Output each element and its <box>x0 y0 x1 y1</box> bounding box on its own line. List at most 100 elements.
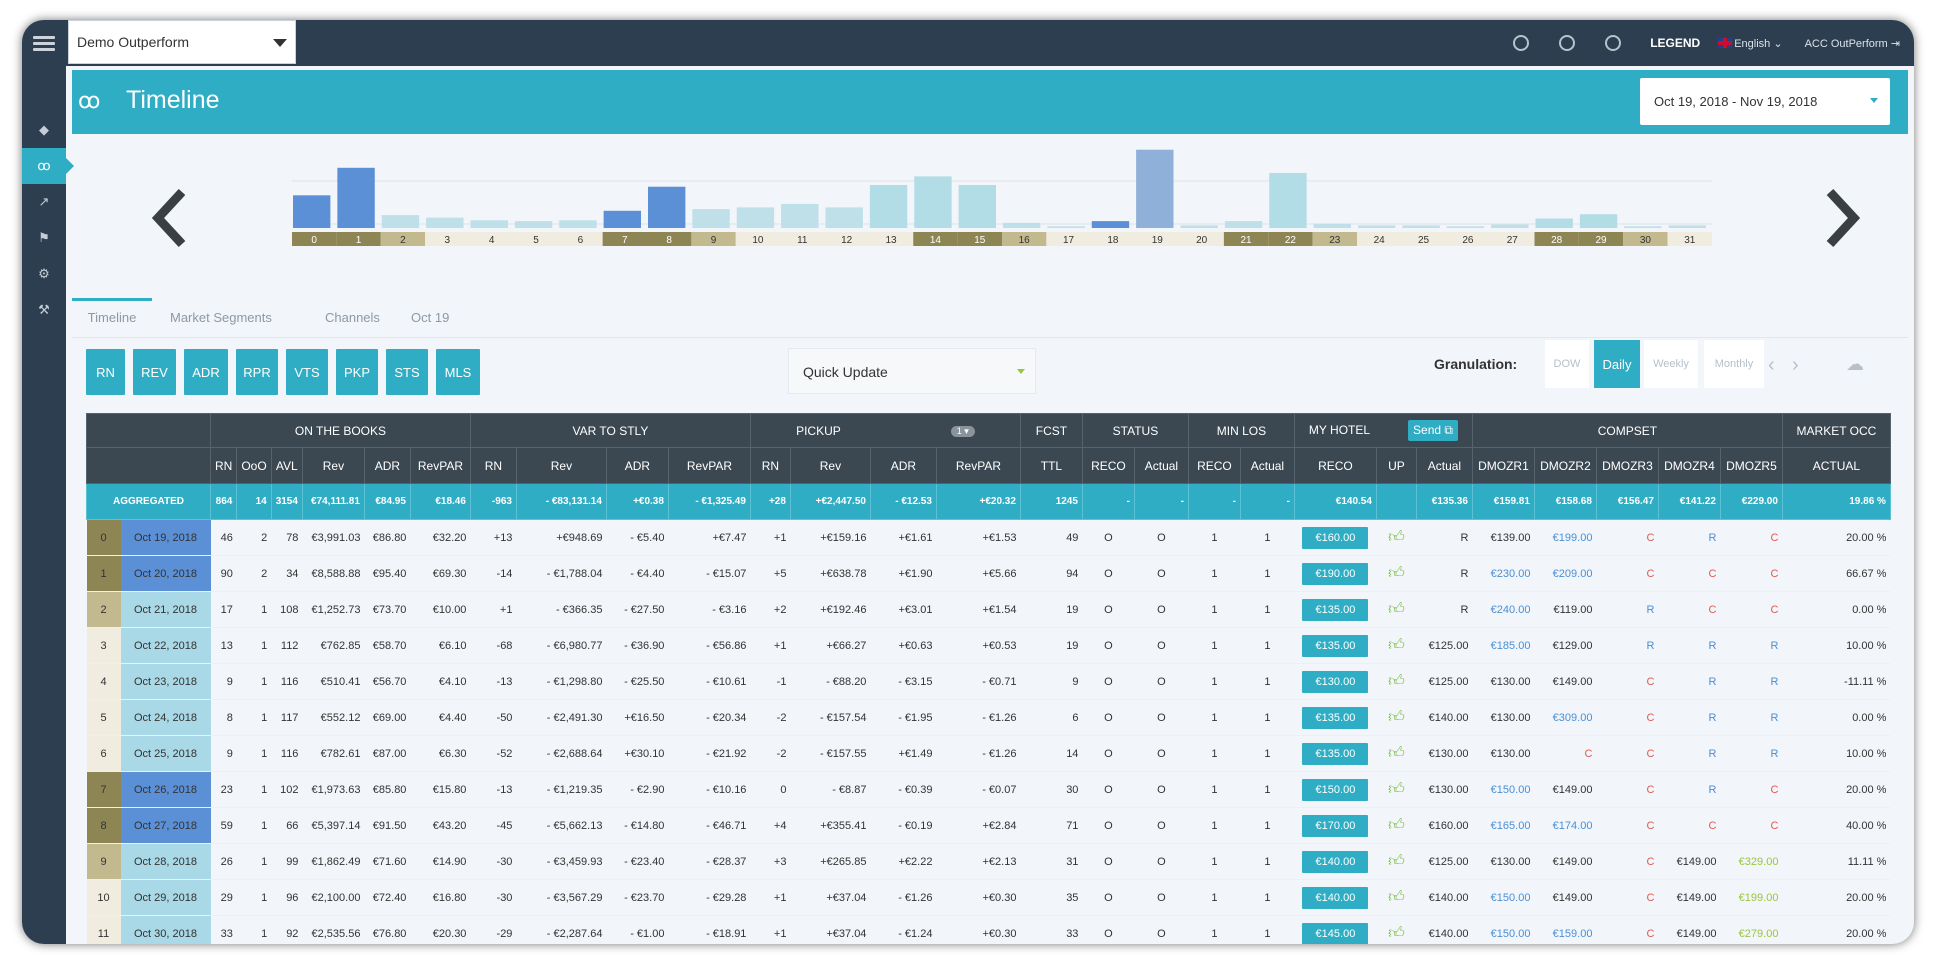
reco-price-button[interactable]: €190.00 <box>1302 562 1369 585</box>
chart-bar[interactable] <box>337 167 375 228</box>
tab-timeline[interactable]: Timeline <box>72 298 152 325</box>
col-header[interactable]: AVL <box>270 447 303 484</box>
account-menu[interactable]: ACC OutPerform ⇥ <box>1804 37 1900 50</box>
language-select[interactable]: English ⌄ <box>1718 37 1783 50</box>
chart-bar[interactable] <box>514 221 553 228</box>
tab-channels[interactable]: Channels <box>325 310 380 325</box>
sidebar-item-timeline[interactable]: ꝏ <box>22 148 74 184</box>
chart-bar[interactable] <box>1224 221 1263 228</box>
thumbs-up-icon[interactable]: 👍︎ <box>1388 709 1405 726</box>
chart-bar[interactable] <box>381 215 420 228</box>
col-header[interactable]: ADR <box>363 447 411 484</box>
table-row[interactable]: 1 Oct 20, 2018 90 2 34 €8,588.88 €95.40 €69.30-… <box>86 555 1891 592</box>
table-row[interactable]: 4 Oct 23, 2018 9 1 116 €510.41 €56.70 €4.10 -13-… <box>86 663 1891 700</box>
reco-price-button[interactable]: €135.00 <box>1302 598 1369 621</box>
chart-bar[interactable] <box>1003 222 1041 228</box>
chart-bar[interactable] <box>1624 226 1662 228</box>
sidebar-item-trends[interactable]: ↗ <box>22 184 66 220</box>
settings-icon[interactable] <box>1513 35 1530 51</box>
chart-bar[interactable] <box>1579 214 1618 228</box>
col-header[interactable]: ACTUAL <box>1781 447 1891 484</box>
thumbs-up-icon[interactable]: 👍︎ <box>1388 817 1405 834</box>
table-row[interactable]: 8 Oct 27, 2018 59 1 66 €5,397.14 €91.50 €43.20-… <box>86 807 1891 844</box>
col-header[interactable]: RECO <box>1187 447 1241 484</box>
reco-price-button[interactable]: €150.00 <box>1302 778 1369 801</box>
granulation-dow-button[interactable]: DOW <box>1545 340 1589 388</box>
chart-bar[interactable] <box>1136 149 1174 228</box>
col-header[interactable]: Actual <box>1239 447 1295 484</box>
row-date[interactable]: Oct 21, 2018 <box>120 591 211 628</box>
metric-vts-button[interactable]: VTS <box>286 349 328 395</box>
sidebar-item-tools[interactable]: ⚒ <box>22 292 66 328</box>
hotel-select[interactable]: Demo Outperform <box>68 20 296 64</box>
chart-bar[interactable] <box>648 186 686 228</box>
col-header[interactable]: DMOZR3 <box>1595 447 1659 484</box>
reco-price-button[interactable]: €140.00 <box>1302 886 1369 909</box>
table-row[interactable]: 10 Oct 29, 2018 29 1 96 €2,100.00 €72.40 €16.80… <box>86 879 1891 916</box>
chart-next-button[interactable] <box>1822 188 1862 248</box>
table-row[interactable]: 9 Oct 28, 2018 26 1 99 €1,862.49 €71.60 €14.90-… <box>86 843 1891 880</box>
row-date[interactable]: Oct 25, 2018 <box>120 735 211 772</box>
chart-bar[interactable] <box>1402 225 1440 228</box>
notification-icon[interactable] <box>1559 35 1576 51</box>
chart-bar[interactable] <box>1313 223 1351 228</box>
col-header[interactable]: RevPAR <box>409 447 471 484</box>
download-cloud-icon[interactable]: ☁ <box>1846 354 1864 374</box>
chart-bar[interactable] <box>1491 224 1529 228</box>
metric-pkp-button[interactable]: PKP <box>336 349 378 395</box>
col-header[interactable]: RECO <box>1293 447 1377 484</box>
reco-price-button[interactable]: €170.00 <box>1302 814 1369 837</box>
chart-prev-button[interactable] <box>150 188 190 248</box>
granulation-weekly-button[interactable]: Weekly <box>1644 340 1698 388</box>
row-date[interactable]: Oct 28, 2018 <box>120 843 211 880</box>
date-range-picker[interactable]: Oct 19, 2018 - Nov 19, 2018 <box>1640 78 1890 125</box>
table-row[interactable]: 7 Oct 26, 2018 23 1 102 €1,973.63 €85.80 €15.80… <box>86 771 1891 808</box>
table-row[interactable]: 0 Oct 19, 2018 46 2 78 €3,991.03 €86.80 €32.20 +… <box>86 519 1891 556</box>
col-header[interactable]: UP <box>1375 447 1417 484</box>
col-header[interactable]: RN <box>749 447 791 484</box>
col-header[interactable]: DMOZR5 <box>1719 447 1783 484</box>
col-header[interactable]: RevPAR <box>935 447 1021 484</box>
row-date[interactable]: Oct 30, 2018 <box>120 915 211 944</box>
metric-rpr-button[interactable]: RPR <box>236 349 278 395</box>
table-row[interactable]: 6 Oct 25, 2018 9 1 116 €782.61 €87.00 €6.30 -52-… <box>86 735 1891 772</box>
reco-price-button[interactable]: €160.00 <box>1302 526 1369 549</box>
col-header[interactable]: Rev <box>301 447 365 484</box>
row-date[interactable]: Oct 19, 2018 <box>120 519 211 556</box>
chart-bar[interactable] <box>1180 225 1218 228</box>
chart-bar[interactable] <box>293 195 331 228</box>
reco-price-button[interactable]: €140.00 <box>1302 850 1369 873</box>
chart-bar[interactable] <box>825 207 863 228</box>
thumbs-up-icon[interactable]: 👍︎ <box>1388 925 1405 942</box>
metric-sts-button[interactable]: STS <box>386 349 428 395</box>
col-header[interactable]: RECO <box>1081 447 1135 484</box>
chart-bar[interactable] <box>736 207 775 228</box>
col-header[interactable]: Rev <box>515 447 607 484</box>
thumbs-up-icon[interactable]: 👍︎ <box>1388 745 1405 762</box>
thumbs-up-icon[interactable]: 👍︎ <box>1388 637 1405 654</box>
menu-icon[interactable] <box>22 20 66 66</box>
table-row[interactable]: 2 Oct 21, 2018 17 1 108 €1,252.73 €73.70 €10.00… <box>86 591 1891 628</box>
table-row[interactable]: 5 Oct 24, 2018 8 1 117 €552.12 €69.00 €4.40 -50-… <box>86 699 1891 736</box>
chart-bar[interactable] <box>1091 221 1130 228</box>
thumbs-up-icon[interactable]: 👍︎ <box>1388 853 1405 870</box>
row-date[interactable]: Oct 26, 2018 <box>120 771 211 808</box>
reco-price-button[interactable]: €135.00 <box>1302 742 1369 765</box>
row-date[interactable]: Oct 20, 2018 <box>120 555 211 592</box>
chevron-left-icon[interactable]: ‹ <box>1768 354 1775 376</box>
col-header[interactable]: RN <box>209 447 238 484</box>
col-header[interactable]: DMOZR2 <box>1533 447 1597 484</box>
send-button[interactable]: Send ⧉ <box>1408 420 1458 441</box>
col-header[interactable]: Actual <box>1415 447 1473 484</box>
metric-rev-button[interactable]: REV <box>133 349 176 395</box>
metric-mls-button[interactable]: MLS <box>436 349 480 395</box>
thumbs-up-icon[interactable]: 👍︎ <box>1388 601 1405 618</box>
reco-price-button[interactable]: €130.00 <box>1302 670 1369 693</box>
reco-price-button[interactable]: €145.00 <box>1302 922 1369 944</box>
help-icon[interactable] <box>1605 35 1622 51</box>
table-row[interactable]: 3 Oct 22, 2018 13 1 112 €762.85 €58.70 €6.10 -68… <box>86 627 1891 664</box>
chart-bar[interactable] <box>603 210 641 228</box>
chart-bar[interactable] <box>914 176 952 228</box>
chart-bar[interactable] <box>692 209 730 228</box>
table-row[interactable]: 11 Oct 30, 2018 33 1 92 €2,535.56 €76.80 €20.30… <box>86 915 1891 944</box>
